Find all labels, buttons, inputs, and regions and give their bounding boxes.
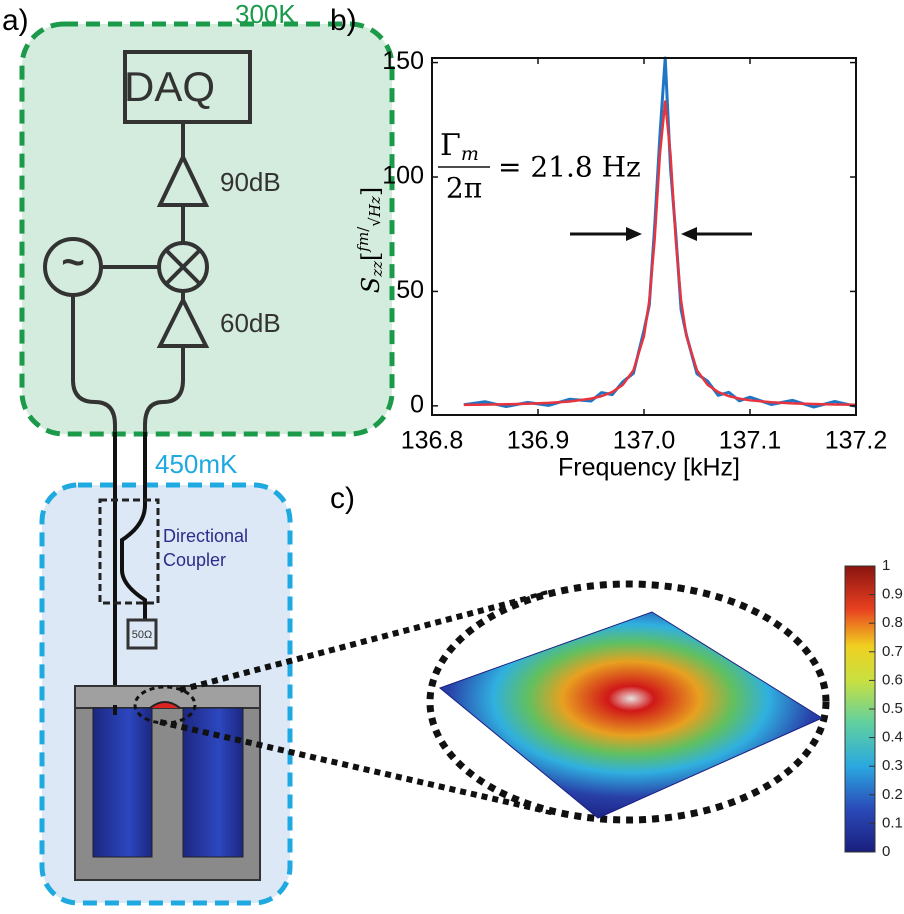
coupler-label: Directional <box>163 526 248 546</box>
load-label: 50Ω <box>132 629 152 641</box>
y-tick-label: 50 <box>396 276 424 304</box>
label-part: S <box>357 277 385 293</box>
x-tick-label: 137.0 <box>613 427 676 455</box>
arrow-head <box>681 227 697 241</box>
annotation: Γm <box>440 128 479 165</box>
colorbar-tick-label: 0.1 <box>882 814 903 831</box>
amp-label: 60dB <box>220 308 281 338</box>
label-part: m <box>461 143 479 165</box>
colorbar-tick-label: 1 <box>882 557 890 574</box>
x-tick-label: 137.1 <box>719 427 782 455</box>
label-part: Γ <box>440 128 461 163</box>
oscillator-symbol: ~ <box>61 241 84 285</box>
panel-label: a) <box>2 4 29 37</box>
arrow-head <box>626 227 642 241</box>
label-part: fm <box>354 232 372 253</box>
series-line <box>464 58 856 407</box>
annotation: = 21.8 Hz <box>498 151 641 184</box>
coupler-label: Coupler <box>163 550 226 570</box>
bracket: ] <box>357 187 385 196</box>
y-tick-label: 150 <box>382 47 424 75</box>
cryo-temp-label: 450mK <box>155 449 238 479</box>
bracket: [ <box>357 252 385 261</box>
annotation: 2π <box>446 172 482 205</box>
daq-label: DAQ <box>124 63 215 110</box>
y-tick-label: 0 <box>410 390 424 418</box>
colorbar-tick-label: 0.8 <box>882 614 903 631</box>
amp-label: 90dB <box>220 167 281 197</box>
colorbar-tick-label: 0.2 <box>882 786 903 803</box>
label-part: zz <box>368 261 386 278</box>
x-tick-label: 136.9 <box>507 427 570 455</box>
series-line <box>464 101 856 404</box>
colorbar-tick-label: 0.4 <box>882 729 903 746</box>
colorbar-tick-label: 0.3 <box>882 757 903 774</box>
colorbar-tick-label: 0.9 <box>882 586 903 603</box>
figure: a) 300K DAQ ~ 90dB 60dB 450mK Directiona… <box>0 0 904 909</box>
colorbar-tick-label: 0.6 <box>882 671 903 688</box>
x-axis-label: Frequency [kHz] <box>558 454 740 482</box>
x-tick-label: 137.2 <box>825 427 888 455</box>
x-tick-label: 136.8 <box>401 427 464 455</box>
room-temp-label: 300K <box>235 0 296 29</box>
colorbar-tick-label: 0.5 <box>882 700 903 717</box>
panel-label: b) <box>330 4 357 37</box>
cavity <box>93 708 152 857</box>
colorbar-tick-label: 0.7 <box>882 643 903 660</box>
y-tick-label: 100 <box>382 162 424 190</box>
panel-label: c) <box>330 482 355 515</box>
colorbar-tick-label: 0 <box>882 843 890 860</box>
plot-frame <box>432 58 856 415</box>
label-part: √Hz <box>366 196 384 227</box>
